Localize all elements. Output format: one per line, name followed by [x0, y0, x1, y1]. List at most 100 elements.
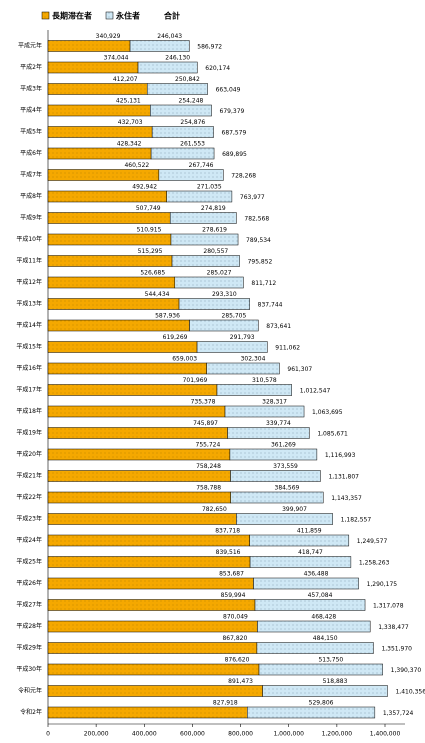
total-label: 1,390,370	[391, 667, 422, 674]
value-label: 510,915	[137, 227, 162, 234]
bar-segment	[227, 427, 310, 439]
y-tick-label: 平成28年	[16, 622, 42, 630]
value-label: 261,553	[180, 141, 205, 148]
value-label: 399,907	[282, 506, 307, 513]
value-label: 853,687	[219, 571, 244, 578]
value-label: 839,516	[216, 549, 241, 556]
x-tick-label: 400,000	[132, 731, 157, 738]
bar-segment	[262, 685, 388, 697]
value-label: 891,473	[228, 678, 253, 685]
bar-segment	[47, 233, 172, 246]
x-tick-label: 1,200,000	[322, 731, 353, 738]
total-label: 689,895	[222, 151, 247, 158]
bar-segment	[47, 427, 228, 439]
y-tick-label: 令和2年	[20, 708, 42, 716]
value-label: 492,942	[132, 184, 157, 191]
value-label: 285,705	[222, 313, 247, 320]
y-tick-label: 平成19年	[16, 429, 42, 437]
bar-segment	[47, 448, 231, 461]
y-tick-label: 平成12年	[16, 278, 42, 286]
bar-segment	[47, 405, 226, 418]
value-label: 428,342	[117, 141, 142, 148]
y-tick-label: 平成3年	[20, 85, 42, 93]
total-label: 795,852	[248, 259, 273, 266]
y-tick-label: 平成23年	[16, 515, 42, 523]
x-tick-label: 1,400,000	[370, 731, 401, 738]
total-label: 782,568	[244, 216, 269, 223]
bar-segment	[47, 513, 237, 525]
y-tick-label: 平成18年	[16, 407, 42, 415]
bar-segment	[129, 40, 190, 52]
total-label: 1,317,078	[373, 603, 404, 610]
y-tick-label: 平成22年	[16, 493, 42, 501]
bar-segment	[189, 319, 259, 332]
value-label: 274,819	[201, 205, 226, 212]
value-label: 254,876	[180, 119, 205, 126]
y-tick-label: 平成16年	[16, 364, 42, 372]
total-label: 789,534	[246, 237, 271, 244]
bar-segment	[169, 212, 237, 224]
y-tick-label: 平成13年	[16, 300, 42, 308]
total-label: 1,182,557	[341, 517, 372, 524]
bar-segment	[47, 663, 260, 676]
value-label: 701,969	[183, 377, 208, 384]
value-label: 411,859	[297, 528, 322, 535]
bar-segment	[236, 513, 333, 525]
bar-segment	[247, 706, 376, 719]
y-tick-label: 平成5年	[20, 128, 42, 136]
total-label: 728,268	[231, 173, 256, 180]
bar-segment	[216, 384, 292, 396]
bar-segment	[47, 384, 218, 396]
y-tick-label: 平成2年	[20, 63, 42, 71]
value-label: 271,035	[197, 184, 222, 191]
bar-segment	[137, 61, 198, 74]
value-label: 278,619	[202, 227, 227, 234]
y-tick-label: 平成15年	[16, 343, 42, 351]
y-tick-label: 平成27年	[16, 601, 42, 609]
x-tick-label: 800,000	[228, 731, 253, 738]
legend-label: 長期滞在者	[52, 11, 92, 21]
value-label: 468,428	[311, 614, 336, 621]
value-label: 460,522	[124, 162, 149, 169]
value-label: 659,003	[172, 356, 197, 363]
value-label: 384,569	[275, 485, 300, 492]
value-label: 745,897	[193, 420, 218, 427]
value-label: 418,747	[298, 549, 323, 556]
bar-segment	[47, 577, 254, 590]
bar-segment	[47, 276, 176, 289]
y-tick-label: 平成8年	[20, 192, 42, 200]
value-label: 515,295	[138, 248, 163, 255]
total-label: 679,379	[220, 108, 245, 115]
y-tick-label: 平成14年	[16, 321, 42, 329]
y-tick-label: 平成30年	[16, 665, 42, 673]
bar-segment	[47, 599, 256, 611]
legend-swatch	[41, 11, 50, 20]
value-label: 412,207	[113, 76, 138, 83]
total-label: 1,351,970	[381, 646, 412, 653]
value-label: 755,724	[196, 442, 221, 449]
bar-segment	[47, 126, 153, 138]
value-label: 246,043	[157, 33, 182, 40]
value-label: 870,049	[223, 614, 248, 621]
value-label: 246,130	[165, 55, 190, 62]
value-label: 507,749	[136, 205, 161, 212]
bar-segment	[196, 341, 268, 353]
value-label: 513,750	[318, 657, 343, 664]
total-label: 961,307	[287, 366, 312, 373]
total-label: 663,049	[216, 87, 241, 94]
value-label: 432,703	[118, 119, 143, 126]
total-label: 1,258,263	[359, 560, 390, 567]
bar-segment	[47, 61, 139, 74]
bar-segment	[229, 448, 318, 461]
value-label: 361,269	[271, 442, 296, 449]
value-label: 529,806	[309, 700, 334, 707]
bar-segment	[47, 642, 258, 654]
value-label: 250,842	[175, 76, 200, 83]
y-tick-label: 平成10年	[16, 235, 42, 243]
y-tick-label: 平成29年	[16, 644, 42, 652]
value-label: 758,788	[196, 485, 221, 492]
value-label: 867,820	[222, 635, 247, 642]
bar-segment	[47, 470, 231, 482]
bar-segment	[230, 470, 321, 482]
bar-segment	[158, 169, 224, 181]
